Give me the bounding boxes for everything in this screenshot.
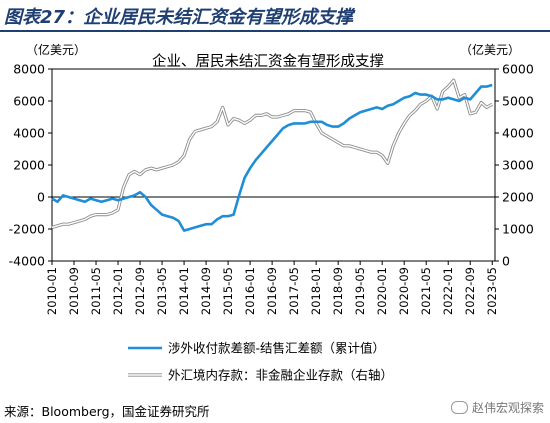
left-y-tick-label: -2000 [9,222,45,237]
series-lines [51,78,494,232]
x-tick-label: 2011-05 [89,267,103,315]
x-tick-label: 2016-01 [243,267,257,315]
figure-label: 图表27：企业居民未结汇资金有望形成支撑 [4,7,354,28]
watermark: 赵伟宏观探索 [450,399,544,416]
right-y-tick-label: 4000 [502,126,534,141]
legend-label: 外汇境内存款：非金融企业存款（右轴） [168,368,393,383]
right-axis-unit: （亿美元） [460,43,521,57]
x-axis: 2010-01 2010-09 2011-05 2012-01 2012-09 2013-… [45,261,499,315]
source-note: 来源：Bloomberg，国金证券研究所 [4,404,210,419]
x-tick-label: 2012-09 [133,267,147,315]
legend: 涉外收付款差额-结售汇差额（累计值） 外汇境内存款：非金融企业存款（右轴） [128,341,393,383]
x-tick-label: 2023-05 [485,267,499,315]
right-y-tick-label: 1000 [502,222,534,237]
right-y-tick-label: 2000 [502,190,534,205]
left-y-tick-label: 0 [37,190,45,205]
fx-deposit-line [51,79,493,229]
left-axis-unit: （亿美元） [26,43,87,57]
x-tick-label: 2020-09 [397,267,411,315]
x-tick-label: 2013-05 [155,267,169,315]
right-y-tick-label: 3000 [502,158,534,173]
cross-border-net-flow-line [51,83,493,232]
right-y-axis: 0 1000 2000 3000 4000 5000 6000 [495,62,534,269]
x-tick-label: 2019-05 [353,267,367,315]
x-tick-label: 2017-05 [287,267,301,315]
x-tick-label: 2015-05 [221,267,235,315]
x-tick-label: 2014-09 [199,267,213,315]
x-tick-label: 2014-01 [177,267,191,315]
x-tick-label: 2018-09 [331,267,345,315]
title-rule [0,30,550,32]
chart-title: 企业、居民未结汇资金有望形成支撑 [152,52,384,70]
right-y-tick-label: 0 [502,254,510,269]
left-y-tick-label: -4000 [9,254,45,269]
x-tick-label: 2016-09 [265,267,279,315]
x-tick-label: 2010-09 [67,267,81,315]
wechat-logo-icon [450,401,468,414]
x-tick-label: 2020-01 [375,267,389,315]
left-y-tick-label: 6000 [13,94,45,109]
left-y-tick-label: 2000 [13,158,45,173]
left-y-tick-label: 8000 [13,62,45,77]
x-tick-label: 2018-01 [309,267,323,315]
right-y-tick-label: 5000 [502,94,534,109]
legend-label: 涉外收付款差额-结售汇差额（累计值） [168,341,385,356]
chart: 企业、居民未结汇资金有望形成支撑 -4000 -2000 0 2000 4000 6000… [9,52,534,383]
watermark-text: 赵伟宏观探索 [471,401,544,415]
left-y-tick-label: 4000 [13,126,45,141]
x-tick-label: 2012-01 [111,267,125,315]
x-tick-label: 2022-09 [463,267,477,315]
x-tick-label: 2021-05 [419,267,433,315]
right-y-tick-label: 6000 [502,62,534,77]
x-tick-label: 2010-01 [45,267,59,315]
x-tick-label: 2022-01 [441,267,455,315]
fx-deposit-line-outline [51,78,494,229]
